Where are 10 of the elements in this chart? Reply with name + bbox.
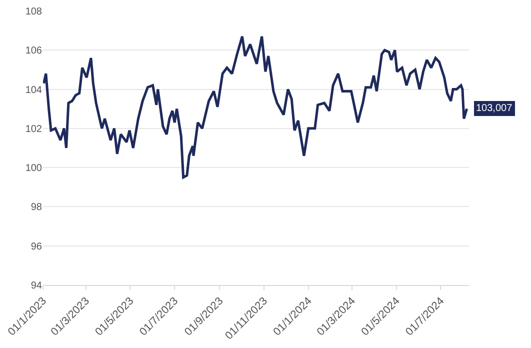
annotation: 103,007 [476, 103, 513, 114]
y-tick-label: 108 [25, 6, 42, 18]
y-tick-label: 102 [25, 124, 42, 135]
y-tick-label: 94 [30, 280, 42, 292]
y-tick-label: 98 [30, 202, 42, 214]
line-series [43, 35, 468, 179]
y-tick-label: 106 [25, 46, 42, 57]
y-tick-label: 100 [25, 163, 42, 174]
y-tick-label: 104 [25, 84, 42, 96]
y-tick-label: 96 [30, 241, 42, 252]
